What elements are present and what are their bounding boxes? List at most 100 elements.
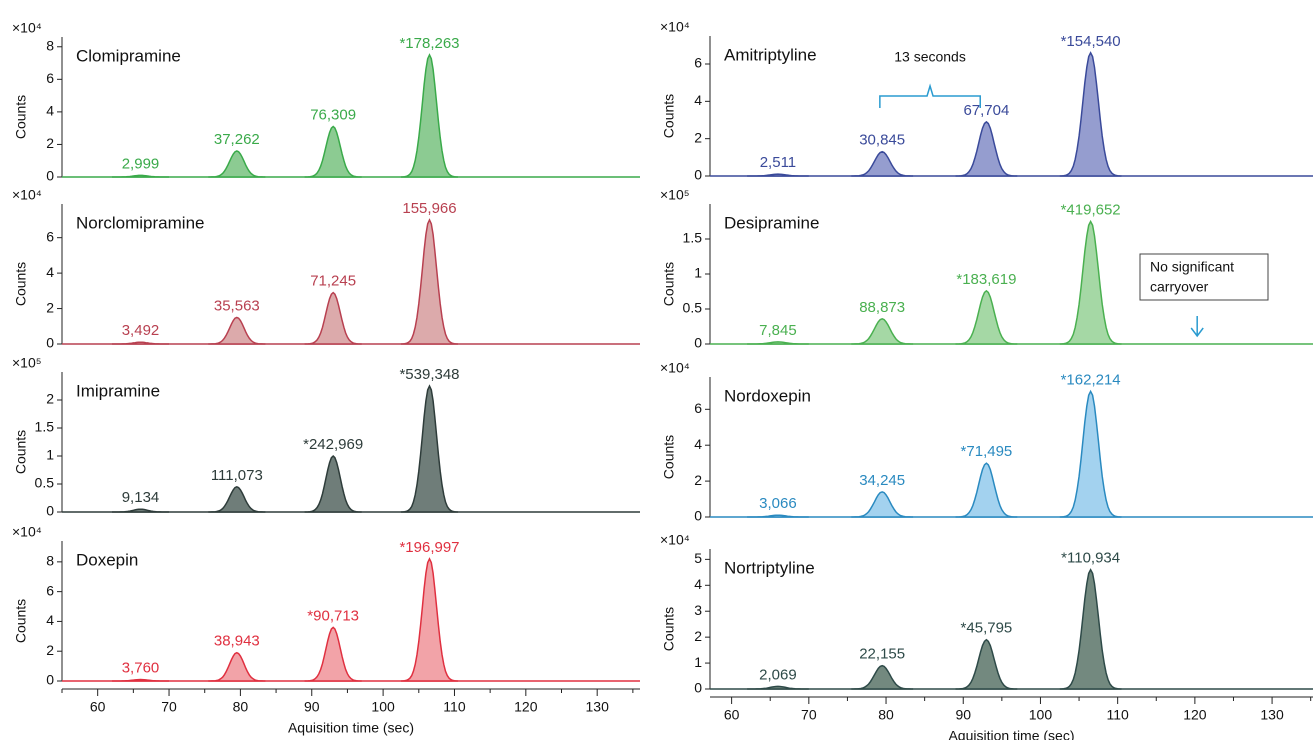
- peak: [304, 291, 362, 345]
- y-tick-label: 2: [694, 129, 702, 145]
- peak-label: *45,795: [961, 620, 1013, 637]
- peak: [851, 150, 914, 177]
- peak: [1059, 389, 1122, 518]
- peak-label: 7,845: [759, 322, 797, 339]
- peak: [112, 174, 169, 178]
- panel-title: Clomipramine: [76, 46, 181, 65]
- peak: [955, 120, 1018, 177]
- y-tick-label: 4: [46, 264, 54, 280]
- y-axis-label: Counts: [13, 262, 29, 306]
- y-multiplier: ×10⁴: [12, 187, 42, 203]
- x-tick-label: 100: [371, 699, 395, 715]
- x-tick-label: 60: [724, 707, 740, 723]
- peak: [112, 341, 169, 345]
- x-tick-label: 110: [443, 699, 466, 715]
- peak: [208, 150, 266, 178]
- x-tick-label: 70: [801, 707, 817, 723]
- y-tick-label: 2: [694, 472, 702, 488]
- panel-title: Norclomipramine: [76, 213, 204, 232]
- peak: [955, 289, 1018, 345]
- peak: [747, 514, 809, 518]
- y-tick-label: 4: [694, 92, 702, 108]
- peak: [208, 485, 266, 513]
- peak: [304, 125, 362, 178]
- y-multiplier: ×10⁵: [660, 187, 690, 203]
- x-tick-label: 90: [304, 699, 320, 715]
- peak-label: 3,760: [122, 659, 160, 676]
- y-tick-label: 1: [694, 654, 702, 670]
- x-tick-label: 130: [586, 699, 610, 715]
- peak-label: 34,245: [859, 472, 905, 489]
- brace: [879, 83, 981, 108]
- y-tick-label: 0: [46, 335, 54, 351]
- x-tick-label: 60: [90, 699, 106, 715]
- peak: [851, 664, 914, 690]
- x-tick-label: 110: [1106, 707, 1129, 723]
- peak-label: 67,704: [963, 102, 1009, 119]
- peak-label: *154,540: [1061, 33, 1121, 50]
- y-axis-label: Counts: [13, 95, 29, 139]
- y-tick-label: 2: [46, 642, 54, 658]
- peak-label: 2,069: [759, 666, 797, 683]
- y-tick-label: 2: [46, 391, 54, 407]
- peak: [304, 454, 362, 513]
- y-tick-label: 4: [46, 612, 54, 628]
- peak-label: 71,245: [310, 273, 356, 290]
- y-tick-label: 1: [46, 447, 54, 463]
- y-tick-label: 0: [694, 508, 702, 524]
- peak-label: 3,492: [122, 322, 160, 339]
- y-axis-label: Counts: [13, 430, 29, 474]
- annotation: carryover: [1150, 279, 1209, 295]
- y-axis-label: Counts: [13, 599, 29, 643]
- peak: [208, 651, 266, 682]
- panel-title: Amitriptyline: [724, 45, 817, 64]
- peak-label: 111,073: [211, 467, 263, 484]
- peak: [1059, 51, 1122, 177]
- peak-label: 22,155: [859, 646, 905, 663]
- peak-label: *110,934: [1061, 550, 1120, 567]
- y-tick-label: 0.5: [35, 475, 55, 491]
- peak-label: *183,619: [956, 271, 1016, 288]
- x-tick-label: 120: [1183, 707, 1207, 723]
- peak-label: 37,262: [214, 131, 260, 148]
- x-tick-label: 70: [161, 699, 177, 715]
- peak-label: 155,966: [402, 200, 456, 217]
- peak-label: 3,066: [759, 495, 797, 512]
- peak-label: 2,999: [122, 155, 160, 172]
- peak: [851, 317, 914, 345]
- y-tick-label: 6: [46, 228, 54, 244]
- y-tick-label: 5: [694, 550, 702, 566]
- peak: [112, 678, 169, 682]
- y-tick-label: 0: [46, 168, 54, 184]
- x-tick-label: 120: [514, 699, 538, 715]
- x-axis-label: Aquisition time (sec): [948, 728, 1074, 740]
- y-multiplier: ×10⁴: [12, 524, 42, 540]
- y-multiplier: ×10⁴: [660, 532, 690, 548]
- y-tick-label: 8: [46, 553, 54, 569]
- y-tick-label: 0: [46, 672, 54, 688]
- peak-label: *162,214: [1061, 371, 1121, 388]
- panel-title: Doxepin: [76, 550, 138, 569]
- peak-label: 2,511: [760, 154, 796, 171]
- peak: [400, 53, 459, 178]
- y-multiplier: ×10⁴: [660, 19, 690, 35]
- peak: [208, 316, 266, 345]
- y-tick-label: 6: [46, 70, 54, 86]
- y-axis-label: Counts: [661, 94, 677, 138]
- peak-label: *242,969: [303, 436, 363, 453]
- y-tick-label: 1: [694, 265, 702, 281]
- peak-label: 38,943: [214, 633, 260, 650]
- y-tick-label: 0.5: [683, 300, 703, 316]
- y-tick-label: 1.5: [35, 419, 55, 435]
- peak: [1059, 219, 1122, 345]
- peak-label: *71,495: [961, 443, 1013, 460]
- annotation-box: [1139, 253, 1269, 301]
- x-tick-label: 80: [878, 707, 894, 723]
- peak-label: 76,309: [310, 107, 356, 124]
- x-axis-label: Aquisition time (sec): [288, 720, 414, 736]
- peak: [747, 173, 809, 177]
- panel-title: Nordoxepin: [724, 386, 811, 405]
- y-tick-label: 4: [694, 436, 702, 452]
- peak: [955, 638, 1018, 690]
- y-axis-label: Counts: [661, 262, 677, 306]
